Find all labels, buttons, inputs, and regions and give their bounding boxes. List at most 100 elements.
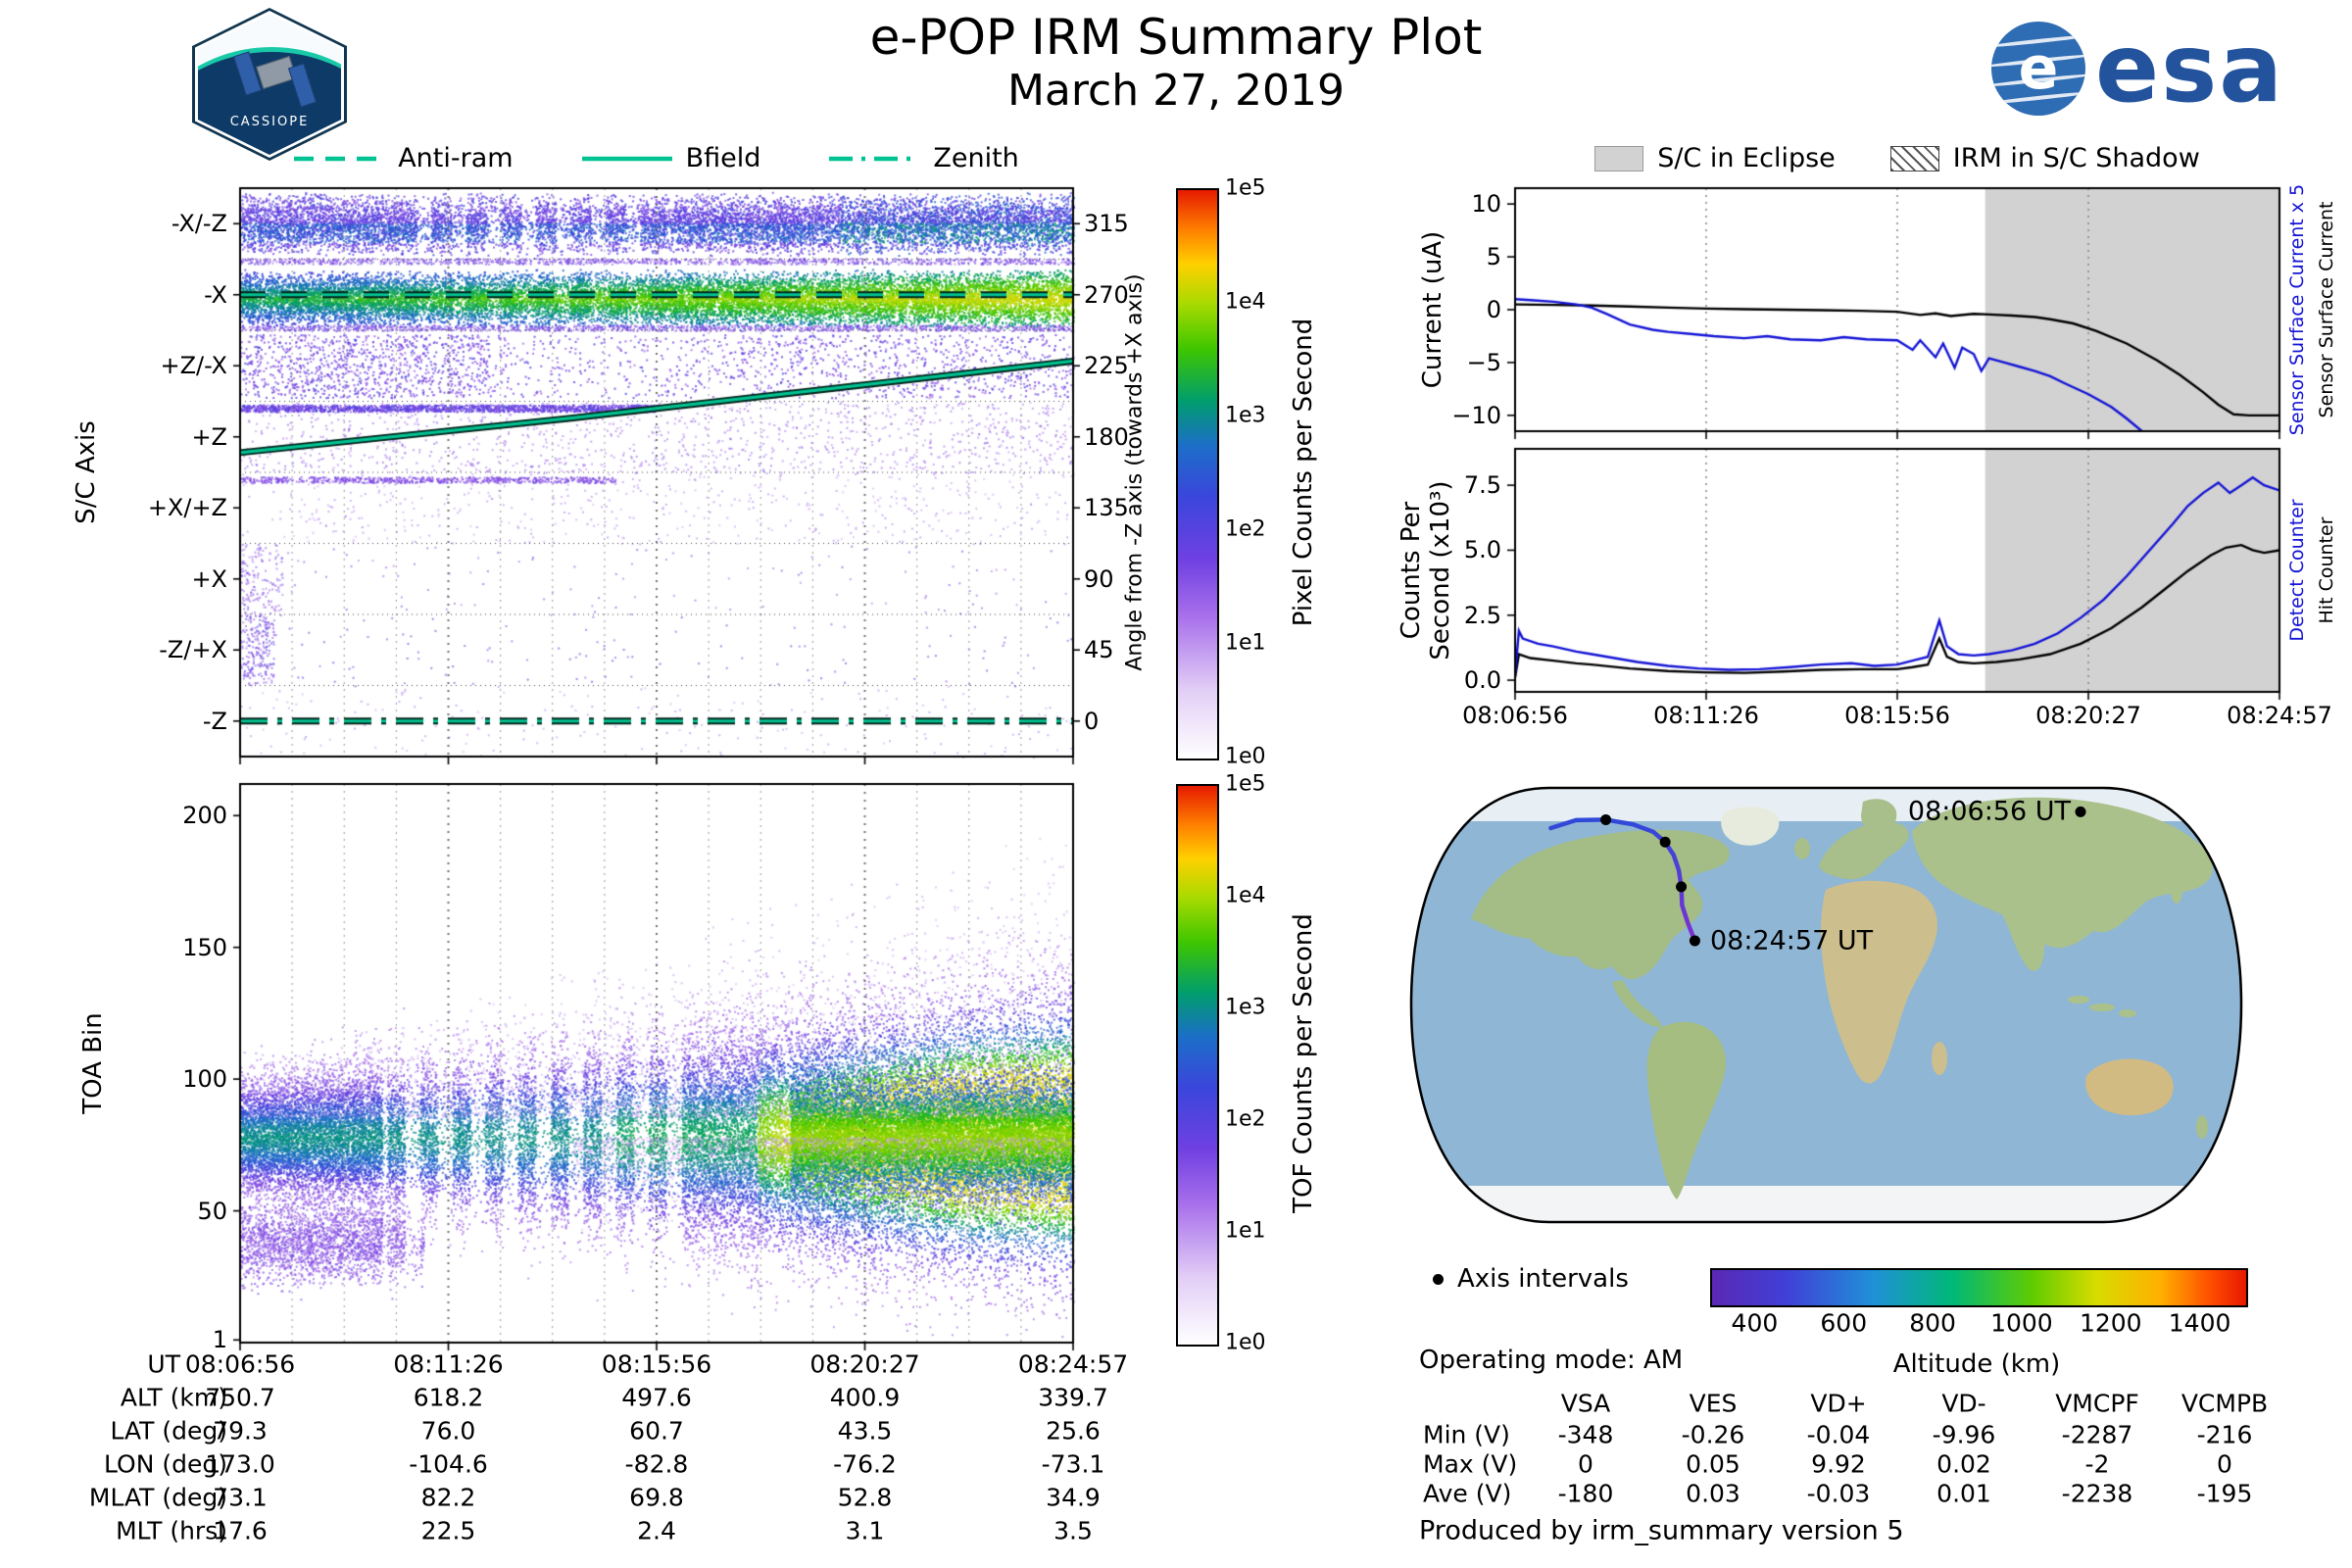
track-interval-dot — [1600, 813, 1612, 825]
altitude-colorbar — [1710, 1268, 2248, 1307]
y-axis-tick: 0.0 — [1463, 666, 1501, 695]
voltage-column-header: VD+ — [1810, 1389, 1867, 1418]
y-axis-tick: −5 — [1466, 348, 1501, 376]
y-axis-tick: 2.5 — [1463, 601, 1501, 629]
voltage-value: 0.01 — [1936, 1479, 1991, 1508]
ephemeris-value: 400.9 — [829, 1383, 901, 1412]
time-axis-tick: 08:20:27 — [809, 1349, 920, 1379]
esa-globe-icon: e — [1991, 22, 2085, 116]
zenith-dashdot-line-icon — [829, 156, 920, 161]
altitude-tick: 800 — [1909, 1308, 1956, 1338]
legend-label: Zenith — [933, 143, 1019, 173]
british-isles — [1794, 838, 1810, 859]
tof-colorbar-tick: 1e4 — [1225, 883, 1266, 908]
angle-axis-tick: 270 — [1084, 280, 1129, 309]
voltage-value: -195 — [2196, 1479, 2253, 1508]
axis-intervals-legend: Axis intervals — [1433, 1264, 1629, 1294]
north-america — [1471, 829, 1730, 980]
legend-label: Bfield — [685, 143, 761, 173]
voltage-value: -0.04 — [1806, 1420, 1871, 1449]
axis-interval-dot-icon — [1433, 1273, 1444, 1285]
indonesia-island — [2119, 1009, 2136, 1017]
ephemeris-value: 52.8 — [837, 1483, 893, 1512]
india — [2002, 914, 2045, 971]
operating-mode-text: Operating mode: AM — [1419, 1346, 1684, 1375]
track-start-annotation: 08:06:56 UT — [1908, 797, 2071, 827]
ephemeris-value: -76.2 — [833, 1449, 897, 1479]
voltage-column-header: VES — [1689, 1389, 1738, 1418]
ephemeris-value: 618.2 — [413, 1383, 484, 1412]
ephemeris-value: 60.7 — [629, 1416, 684, 1446]
esa-logo: e esa — [1991, 14, 2284, 123]
voltage-column-header: VSA — [1560, 1389, 1611, 1418]
esa-globe-e: e — [2018, 34, 2059, 103]
ephemeris-row-label: MLT (hrs) — [116, 1516, 227, 1545]
y-axis-tick: 10 — [1471, 190, 1501, 219]
africa — [1821, 880, 1937, 1084]
sc-axis-tick: +Z/-X — [160, 352, 227, 380]
angle-axis-tick: 0 — [1084, 707, 1100, 735]
voltage-row-label: Ave (V) — [1423, 1479, 1512, 1508]
ephemeris-row-label: LON (deg) — [104, 1449, 227, 1479]
time-axis-tick: 08:24:57 — [1017, 1349, 1129, 1379]
angle-axis-tick: 135 — [1084, 494, 1129, 522]
toa-bin-tick: 1 — [212, 1326, 227, 1354]
sc-axis-spectrogram-plot — [224, 172, 1089, 772]
angle-axis-tick: 45 — [1084, 636, 1114, 664]
voltage-value: 9.92 — [1811, 1449, 1866, 1479]
ephemeris-value: 25.6 — [1046, 1416, 1101, 1446]
time-axis-tick: 08:15:56 — [601, 1349, 712, 1379]
australia — [2085, 1058, 2174, 1116]
ephemeris-value: 339.7 — [1038, 1383, 1108, 1412]
track-start-time: 08:06:56 UT — [1907, 796, 2071, 827]
altitude-tick: 1000 — [1990, 1308, 2053, 1338]
legend-item-eclipse: S/C in Eclipse — [1594, 143, 1836, 173]
legend-item-antiram: Anti-ram — [294, 143, 514, 173]
voltage-row-label: Min (V) — [1423, 1420, 1510, 1449]
voltage-value: -2 — [2084, 1449, 2110, 1479]
eclipse-shadow-legend: S/C in Eclipse IRM in S/C Shadow — [1515, 143, 2279, 173]
y-axis-tick: 0 — [1486, 296, 1501, 323]
greenland — [1721, 807, 1780, 846]
ephemeris-value: 79.3 — [213, 1416, 268, 1446]
voltage-column-header: VD- — [1941, 1389, 1986, 1418]
central-america — [1612, 980, 1663, 1028]
track-interval-dot — [1676, 881, 1688, 893]
voltage-value: 0.02 — [1936, 1449, 1991, 1479]
produced-by-text: Produced by irm_summary version 5 — [1419, 1515, 1904, 1546]
ephemeris-value: 73.1 — [213, 1483, 268, 1512]
pixel-colorbar-tick: 1e0 — [1225, 744, 1266, 769]
altitude-colorbar-label: Altitude (km) — [1892, 1349, 2061, 1379]
ephemeris-value: 173.0 — [205, 1449, 275, 1479]
ephemeris-value: 43.5 — [837, 1416, 893, 1446]
voltage-value: -0.26 — [1681, 1420, 1745, 1449]
antarctica — [1411, 1186, 2241, 1222]
voltage-value: -0.03 — [1806, 1479, 1871, 1508]
voltage-row-label: Max (V) — [1423, 1449, 1518, 1479]
altitude-tick: 1200 — [2079, 1308, 2142, 1338]
axis-intervals-label: Axis intervals — [1457, 1264, 1629, 1294]
y-axis-tick: −10 — [1451, 401, 1501, 429]
ephemeris-value: 34.9 — [1046, 1483, 1101, 1512]
voltage-value: -9.96 — [1932, 1420, 1996, 1449]
pixel-counts-colorbar — [1176, 188, 1219, 760]
europe — [1819, 821, 1909, 880]
indonesia-island — [2089, 1004, 2115, 1011]
voltage-column-header: VMCPF — [2055, 1389, 2139, 1418]
altitude-tick: 1400 — [2168, 1308, 2231, 1338]
toa-bin-tick: 50 — [197, 1197, 227, 1225]
ephemeris-value: 76.0 — [420, 1416, 476, 1446]
y-axis-tick: 5 — [1486, 243, 1501, 271]
page-title-block: e-POP IRM Summary Plot March 27, 2019 — [0, 9, 2352, 116]
sc-axis-tick: -Z/+X — [159, 636, 227, 664]
ephemeris-value: -82.8 — [624, 1449, 689, 1479]
ephemeris-value: 2.4 — [637, 1516, 676, 1545]
ephemeris-row-label: LAT (deg) — [110, 1416, 227, 1446]
time-axis-tick: 08:06:56 — [184, 1349, 296, 1379]
voltage-value: -216 — [2196, 1420, 2253, 1449]
south-america — [1646, 1021, 1727, 1200]
time-axis-tick: 08:15:56 — [1844, 702, 1950, 729]
voltage-column-header: VCMPB — [2180, 1389, 2269, 1418]
